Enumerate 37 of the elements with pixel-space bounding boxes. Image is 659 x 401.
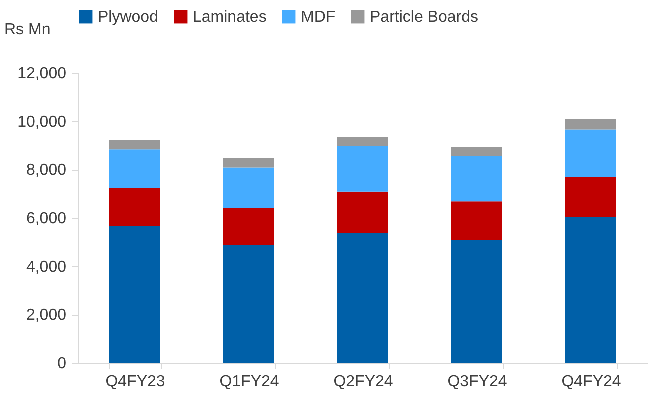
bar	[338, 232, 388, 363]
y-tick-label: 10,000	[18, 114, 67, 131]
legend-label: Particle Boards	[370, 9, 478, 26]
y-tick-label: 0	[58, 356, 67, 372]
y-tick-label: 8,000	[26, 162, 67, 180]
x-tick-label: Q4FY24	[562, 374, 622, 390]
bar	[566, 130, 616, 178]
legend-label: Plywood	[98, 9, 158, 26]
y-tick-label: 12,000	[18, 66, 67, 82]
x-tick-label: Q4FY23	[106, 374, 166, 390]
x-tick-label: Q2FY24	[334, 374, 394, 390]
bar	[224, 245, 274, 363]
bar	[338, 192, 388, 233]
bar	[566, 177, 616, 218]
bar	[110, 140, 160, 150]
bar	[452, 240, 502, 363]
bar	[110, 188, 160, 226]
bar	[110, 226, 160, 363]
legend-label: MDF	[301, 9, 336, 26]
bar	[452, 147, 502, 156]
x-tick-label: Q3FY24	[448, 374, 508, 390]
x-tick-label: Q1FY24	[220, 374, 280, 390]
bar	[566, 218, 616, 363]
y-tick-label: 4,000	[26, 258, 67, 276]
bar	[566, 119, 616, 130]
bar	[224, 168, 274, 208]
bar	[224, 208, 274, 246]
y-axis-title: Rs Mn	[4, 22, 51, 38]
legend-label: Laminates	[193, 9, 267, 26]
bar	[452, 202, 502, 240]
bar	[110, 150, 160, 188]
y-tick-label: 6,000	[26, 210, 67, 228]
bar	[452, 156, 502, 202]
bar	[338, 137, 388, 146]
bar	[224, 158, 274, 168]
y-tick-label: 2,000	[26, 307, 67, 324]
bar	[338, 146, 388, 192]
